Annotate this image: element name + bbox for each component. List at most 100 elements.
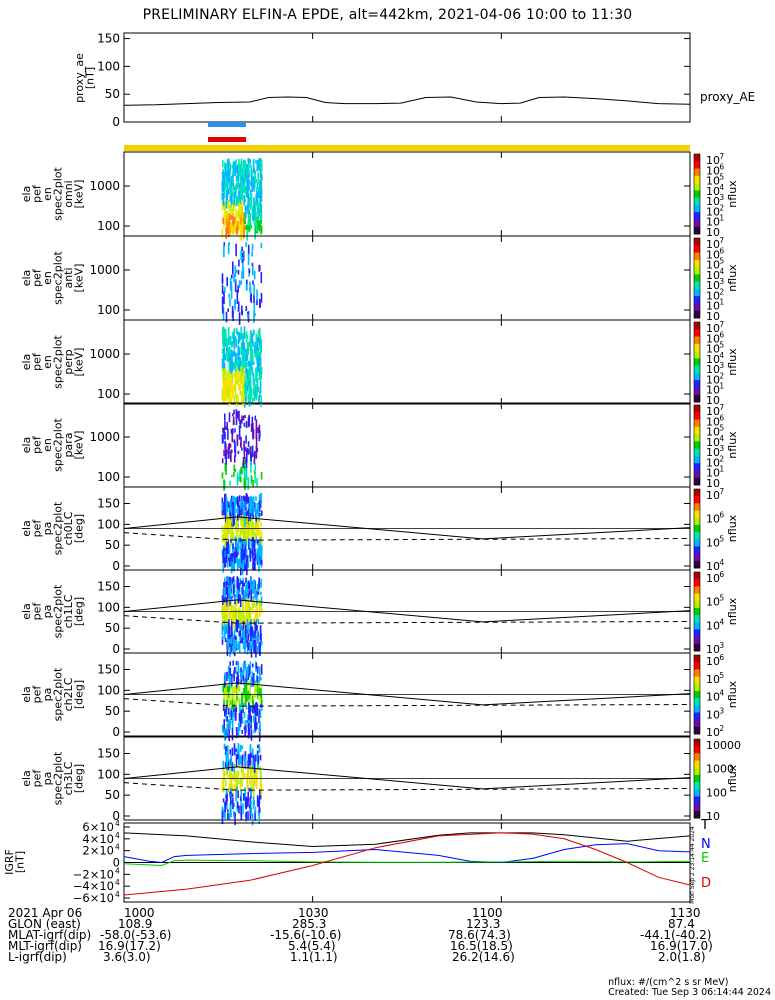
anti-loss-cone-line	[123, 532, 691, 541]
colorbar-segment	[694, 560, 700, 569]
spectrogram-pixel	[235, 176, 238, 182]
spectrogram-pixel	[221, 601, 224, 613]
energy-tick-label: 1000	[89, 347, 120, 361]
spectrogram-pixel	[242, 177, 244, 186]
spectrogram-pixel	[253, 640, 256, 653]
spectrogram-pixel	[225, 382, 227, 395]
spectrogram-pixel	[234, 445, 237, 457]
footer-time-1030: 1030	[298, 906, 329, 920]
spectrogram-pixel	[223, 331, 225, 339]
pitch-tick-label: 150	[97, 580, 120, 594]
spectrogram-pixel	[239, 636, 241, 640]
spectrogram-pixel	[235, 414, 238, 426]
spectrogram-pixel	[245, 361, 248, 373]
spectrogram-pixel	[243, 349, 246, 356]
spectrogram-pixel	[239, 385, 242, 396]
spectrogram-pixel	[244, 160, 247, 169]
spectrogram-pixel	[243, 688, 245, 698]
spectrogram-pixel	[225, 626, 227, 635]
spectrogram-pixel	[236, 786, 238, 791]
footer-row-glon: GLON (east) 108.9 285.3 123.3 87.4	[0, 918, 775, 931]
spectrogram-pixel	[241, 756, 244, 767]
spectrogram-pixel	[238, 754, 240, 768]
spectrogram-pixel	[245, 693, 247, 702]
spectrogram-pixel	[250, 577, 253, 590]
spectrogram-pixel	[247, 477, 249, 490]
spectrogram-pixel	[225, 538, 227, 546]
spectrogram-pixel	[224, 533, 227, 538]
colorbar-tick-label: 10	[706, 489, 720, 502]
spectrogram-pixel	[222, 196, 225, 206]
spectrogram-pixel	[244, 362, 247, 367]
ylabel-line: spec2plot	[51, 584, 64, 638]
spectrogram-pixel	[252, 557, 254, 570]
pitch-tick-label: 50	[105, 621, 120, 635]
spectrogram-pixel	[260, 272, 263, 284]
spectrogram-pixel	[222, 427, 224, 434]
spectrogram-pixel	[255, 344, 257, 349]
pitch-tick-label: 100	[97, 767, 120, 781]
spectrogram-pixel	[248, 525, 250, 538]
spectrogram-pixel	[254, 580, 256, 593]
spectrogram-pixel	[258, 708, 261, 718]
spectrogram-pixel	[254, 809, 256, 821]
ylabel-line: spec2plot	[51, 501, 64, 555]
spectrogram-pixel	[242, 580, 244, 592]
loss-cone-line	[123, 682, 691, 706]
ylabel-line: en	[41, 438, 54, 452]
spectrogram-pixel	[231, 188, 233, 195]
spectrogram-pixel	[223, 768, 225, 778]
footer-mlat-label: MLAT-igrf(dip)	[8, 928, 92, 942]
spectrogram-pixel	[254, 502, 256, 508]
ylabel-line: ela	[20, 354, 33, 371]
spectrogram-pixel	[221, 636, 224, 645]
spectrogram-pixel	[245, 457, 247, 469]
spectrogram-pixel	[225, 780, 227, 787]
colorbar-segment	[694, 183, 700, 191]
spectrogram-pixel	[253, 458, 256, 465]
colorbar-tick-exponent: 1	[719, 465, 724, 474]
spectrogram-pixel	[243, 753, 245, 761]
spectrogram-pixel	[244, 480, 246, 491]
spectrogram-pixel	[256, 610, 258, 617]
spectrogram-pixel	[235, 213, 238, 224]
spectrogram-pixel	[238, 582, 240, 591]
spectrogram-pixel	[225, 452, 227, 465]
spectrogram-pixel	[244, 466, 246, 471]
spectrogram-pixel	[248, 382, 251, 395]
spectrogram-pixel	[255, 221, 258, 232]
spectrogram-pixel	[229, 163, 232, 175]
pitch-spectrogram-2	[222, 660, 263, 742]
spectrogram-pixel	[237, 609, 240, 616]
spectrogram-pixel	[236, 497, 239, 503]
spectrogram-pixel	[228, 205, 231, 211]
spectrogram-pixel	[251, 584, 254, 590]
spectrogram-pixel	[234, 536, 236, 541]
spectrogram-pixel	[237, 196, 240, 204]
spectrogram-pixel	[254, 228, 256, 240]
colorbar-tick-label: 10	[706, 643, 720, 656]
spectrogram-pixel	[249, 503, 251, 514]
spectrogram-pixel	[229, 591, 232, 602]
igrf-label-D: D	[701, 876, 711, 891]
igrf-tick-label: 4×10	[82, 832, 114, 846]
spectrogram-pixel	[237, 301, 240, 312]
colorbar-tick-label: 10	[706, 353, 720, 366]
spectrogram-pixel	[256, 539, 259, 545]
colorbar-tick-label: 10	[706, 363, 720, 376]
spectrogram-pixel	[244, 700, 247, 707]
spectrogram-pixel	[238, 384, 240, 391]
spectrogram-pixel	[236, 671, 239, 676]
spectrogram-pixel	[234, 223, 236, 229]
spectrogram-pixel	[223, 529, 225, 543]
spectrogram-pixel	[234, 279, 237, 292]
spectrogram-pixel	[241, 631, 244, 643]
colorbar-segment	[694, 503, 700, 512]
spectrogram-pixel	[239, 508, 242, 520]
spectrogram-pixel	[231, 686, 234, 699]
spectrogram-pixel	[245, 508, 247, 518]
spectrogram-pixel	[225, 705, 228, 715]
spectrogram-pixel	[239, 224, 242, 235]
colorbar-segment	[694, 161, 700, 170]
